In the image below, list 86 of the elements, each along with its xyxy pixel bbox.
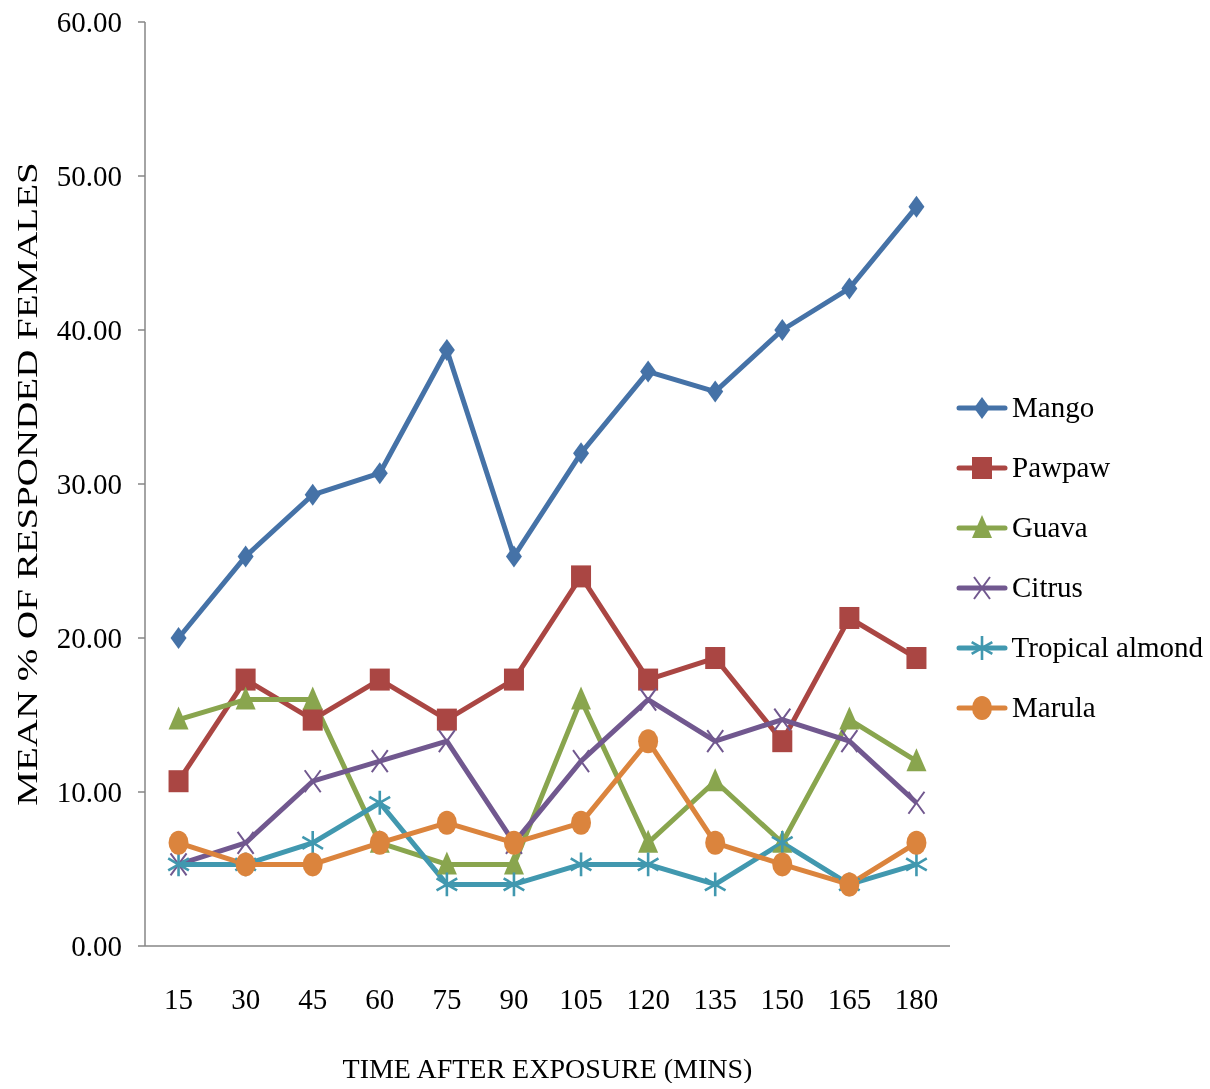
y-tick-label: 40.00 bbox=[56, 314, 122, 347]
point bbox=[237, 545, 254, 568]
legend-label: Mango bbox=[1012, 391, 1095, 424]
x-axis-title: TIME AFTER EXPOSURE (MINS) bbox=[342, 1052, 753, 1084]
point bbox=[435, 872, 458, 897]
point bbox=[906, 748, 927, 772]
x-tick-label: 45 bbox=[298, 982, 328, 1015]
point bbox=[170, 627, 187, 649]
point bbox=[706, 729, 725, 754]
point bbox=[302, 708, 323, 731]
point bbox=[637, 852, 660, 877]
point bbox=[573, 442, 590, 465]
x-tick-label: 15 bbox=[164, 982, 194, 1015]
point bbox=[774, 319, 791, 341]
point bbox=[905, 852, 928, 877]
point bbox=[571, 565, 592, 588]
point bbox=[302, 686, 323, 710]
point bbox=[638, 668, 659, 691]
x-tick-label: 105 bbox=[559, 982, 603, 1015]
x-tick-label: 180 bbox=[894, 982, 939, 1015]
x-tick-label: 135 bbox=[693, 982, 737, 1015]
x-tick-label: 60 bbox=[365, 982, 395, 1015]
point bbox=[235, 686, 256, 710]
legend-label: Marula bbox=[1012, 691, 1096, 724]
point bbox=[505, 545, 522, 568]
point bbox=[707, 380, 724, 403]
point bbox=[570, 852, 593, 877]
point bbox=[639, 687, 658, 712]
y-tick-label: 10.00 bbox=[56, 776, 122, 809]
point bbox=[503, 668, 524, 691]
point bbox=[304, 483, 321, 506]
point bbox=[772, 852, 793, 877]
point bbox=[772, 730, 793, 753]
legend-label: Tropical almond bbox=[1011, 631, 1203, 664]
legend-label: Pawpaw bbox=[1012, 451, 1111, 484]
point bbox=[436, 708, 457, 731]
point bbox=[907, 790, 926, 815]
point bbox=[705, 647, 726, 670]
point bbox=[369, 668, 390, 691]
point bbox=[168, 706, 189, 730]
point bbox=[436, 851, 457, 875]
point bbox=[303, 769, 322, 794]
point bbox=[371, 462, 388, 485]
point bbox=[168, 770, 189, 793]
y-axis-title: MEAN % OF RESPONDED FEMALES bbox=[10, 162, 44, 806]
point bbox=[704, 872, 727, 897]
point bbox=[438, 339, 455, 362]
point bbox=[368, 790, 391, 815]
x-tick-label: 150 bbox=[760, 982, 805, 1015]
point bbox=[571, 810, 592, 835]
point bbox=[638, 829, 659, 853]
point bbox=[908, 195, 925, 218]
point bbox=[168, 830, 189, 855]
y-tick-label: 20.00 bbox=[56, 622, 122, 655]
point bbox=[640, 360, 657, 383]
point bbox=[840, 729, 859, 754]
point bbox=[906, 647, 927, 670]
point bbox=[839, 606, 860, 629]
x-tick-label: 75 bbox=[432, 982, 462, 1015]
point bbox=[705, 768, 726, 792]
point bbox=[236, 830, 255, 855]
y-tick-label: 60.00 bbox=[56, 6, 122, 39]
point bbox=[571, 686, 592, 710]
point bbox=[638, 729, 659, 754]
x-tick-label: 30 bbox=[231, 982, 261, 1015]
point bbox=[839, 706, 860, 730]
point bbox=[705, 830, 726, 855]
y-tick-label: 30.00 bbox=[56, 468, 122, 501]
point bbox=[302, 852, 323, 877]
point bbox=[235, 668, 256, 691]
point bbox=[437, 729, 456, 754]
x-tick-label: 90 bbox=[499, 982, 529, 1015]
point bbox=[906, 830, 927, 855]
point bbox=[572, 749, 591, 774]
point bbox=[773, 707, 792, 732]
y-tick-label: 50.00 bbox=[56, 160, 122, 193]
point bbox=[841, 277, 858, 300]
x-tick-label: 120 bbox=[626, 982, 670, 1015]
legend-label: Citrus bbox=[1012, 571, 1083, 604]
point bbox=[301, 830, 324, 855]
point bbox=[502, 872, 525, 897]
y-tick-label: 0.00 bbox=[71, 930, 122, 963]
point bbox=[436, 810, 457, 835]
legend-label: Guava bbox=[1012, 511, 1088, 544]
x-tick-label: 165 bbox=[827, 982, 872, 1015]
point bbox=[370, 749, 389, 774]
